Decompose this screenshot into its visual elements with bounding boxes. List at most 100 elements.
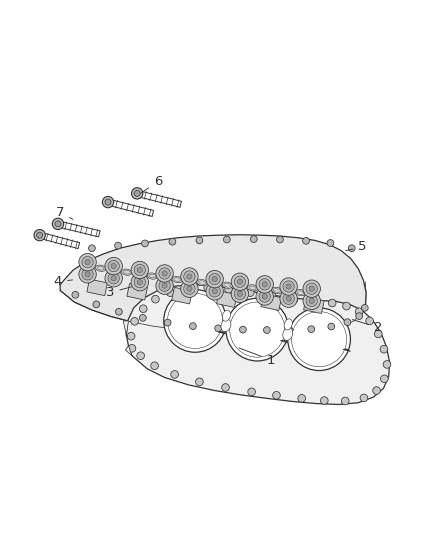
Circle shape <box>247 289 254 296</box>
Circle shape <box>131 273 148 291</box>
Circle shape <box>137 279 142 285</box>
Circle shape <box>159 268 170 279</box>
Circle shape <box>225 286 233 293</box>
Circle shape <box>137 268 142 272</box>
Circle shape <box>131 261 148 279</box>
Polygon shape <box>126 285 390 405</box>
Circle shape <box>226 298 289 361</box>
Circle shape <box>240 326 246 333</box>
Polygon shape <box>123 321 128 335</box>
Circle shape <box>111 263 116 269</box>
Ellipse shape <box>95 265 106 271</box>
Circle shape <box>361 304 368 311</box>
Text: 7: 7 <box>56 206 73 220</box>
Circle shape <box>283 281 294 292</box>
Circle shape <box>105 257 122 275</box>
Text: 2: 2 <box>352 320 382 334</box>
Circle shape <box>52 218 64 230</box>
Circle shape <box>128 344 136 352</box>
Circle shape <box>223 236 230 243</box>
Circle shape <box>306 295 318 306</box>
Circle shape <box>162 283 167 288</box>
Circle shape <box>251 236 257 243</box>
Circle shape <box>206 282 223 300</box>
Circle shape <box>206 270 223 288</box>
Circle shape <box>169 238 176 245</box>
Circle shape <box>131 188 143 199</box>
Polygon shape <box>343 349 350 351</box>
Circle shape <box>82 269 93 280</box>
Polygon shape <box>218 332 226 334</box>
Circle shape <box>256 276 273 293</box>
Text: 1: 1 <box>239 348 276 367</box>
Polygon shape <box>216 291 237 308</box>
Ellipse shape <box>122 269 132 275</box>
Circle shape <box>131 318 138 325</box>
Circle shape <box>303 280 321 297</box>
Ellipse shape <box>222 282 233 288</box>
Circle shape <box>151 362 159 369</box>
Circle shape <box>196 237 203 244</box>
Circle shape <box>309 286 314 292</box>
Circle shape <box>290 296 298 303</box>
Circle shape <box>237 292 243 296</box>
Circle shape <box>184 271 195 282</box>
Circle shape <box>268 292 276 300</box>
Circle shape <box>156 277 173 294</box>
Circle shape <box>280 278 297 295</box>
Circle shape <box>262 294 267 299</box>
Circle shape <box>156 265 173 282</box>
Circle shape <box>209 286 220 297</box>
Circle shape <box>115 242 121 249</box>
Circle shape <box>276 236 283 243</box>
Circle shape <box>137 352 145 360</box>
Circle shape <box>111 276 116 281</box>
Circle shape <box>141 240 148 247</box>
Circle shape <box>328 323 335 330</box>
Ellipse shape <box>197 279 207 286</box>
Circle shape <box>288 308 350 370</box>
Circle shape <box>283 293 294 304</box>
Circle shape <box>286 284 291 289</box>
Circle shape <box>134 190 140 197</box>
Circle shape <box>152 295 159 303</box>
Ellipse shape <box>295 289 306 296</box>
Text: 3: 3 <box>106 286 131 299</box>
Polygon shape <box>127 284 148 300</box>
Circle shape <box>328 299 336 307</box>
Circle shape <box>134 264 145 276</box>
Circle shape <box>231 273 249 290</box>
Circle shape <box>187 286 192 292</box>
Circle shape <box>108 272 119 284</box>
Circle shape <box>256 288 273 305</box>
Circle shape <box>344 319 351 326</box>
Circle shape <box>171 370 178 378</box>
Circle shape <box>231 285 249 303</box>
Circle shape <box>309 298 314 303</box>
Text: 4: 4 <box>54 275 73 288</box>
Circle shape <box>310 298 318 305</box>
Circle shape <box>79 254 96 271</box>
Circle shape <box>181 280 198 297</box>
Circle shape <box>134 277 145 288</box>
Circle shape <box>341 397 349 405</box>
Polygon shape <box>60 235 366 333</box>
Circle shape <box>327 240 334 246</box>
Circle shape <box>303 237 309 244</box>
Circle shape <box>34 230 46 241</box>
Circle shape <box>248 388 255 395</box>
Circle shape <box>196 378 203 386</box>
Ellipse shape <box>247 285 258 291</box>
Circle shape <box>303 292 321 310</box>
Circle shape <box>237 279 243 284</box>
Circle shape <box>212 277 217 282</box>
Circle shape <box>93 301 100 308</box>
Circle shape <box>190 322 196 329</box>
Circle shape <box>383 361 391 368</box>
Circle shape <box>105 199 111 205</box>
Circle shape <box>187 274 192 279</box>
Circle shape <box>264 327 270 334</box>
Circle shape <box>373 387 380 394</box>
Circle shape <box>308 326 314 333</box>
Circle shape <box>280 290 297 308</box>
